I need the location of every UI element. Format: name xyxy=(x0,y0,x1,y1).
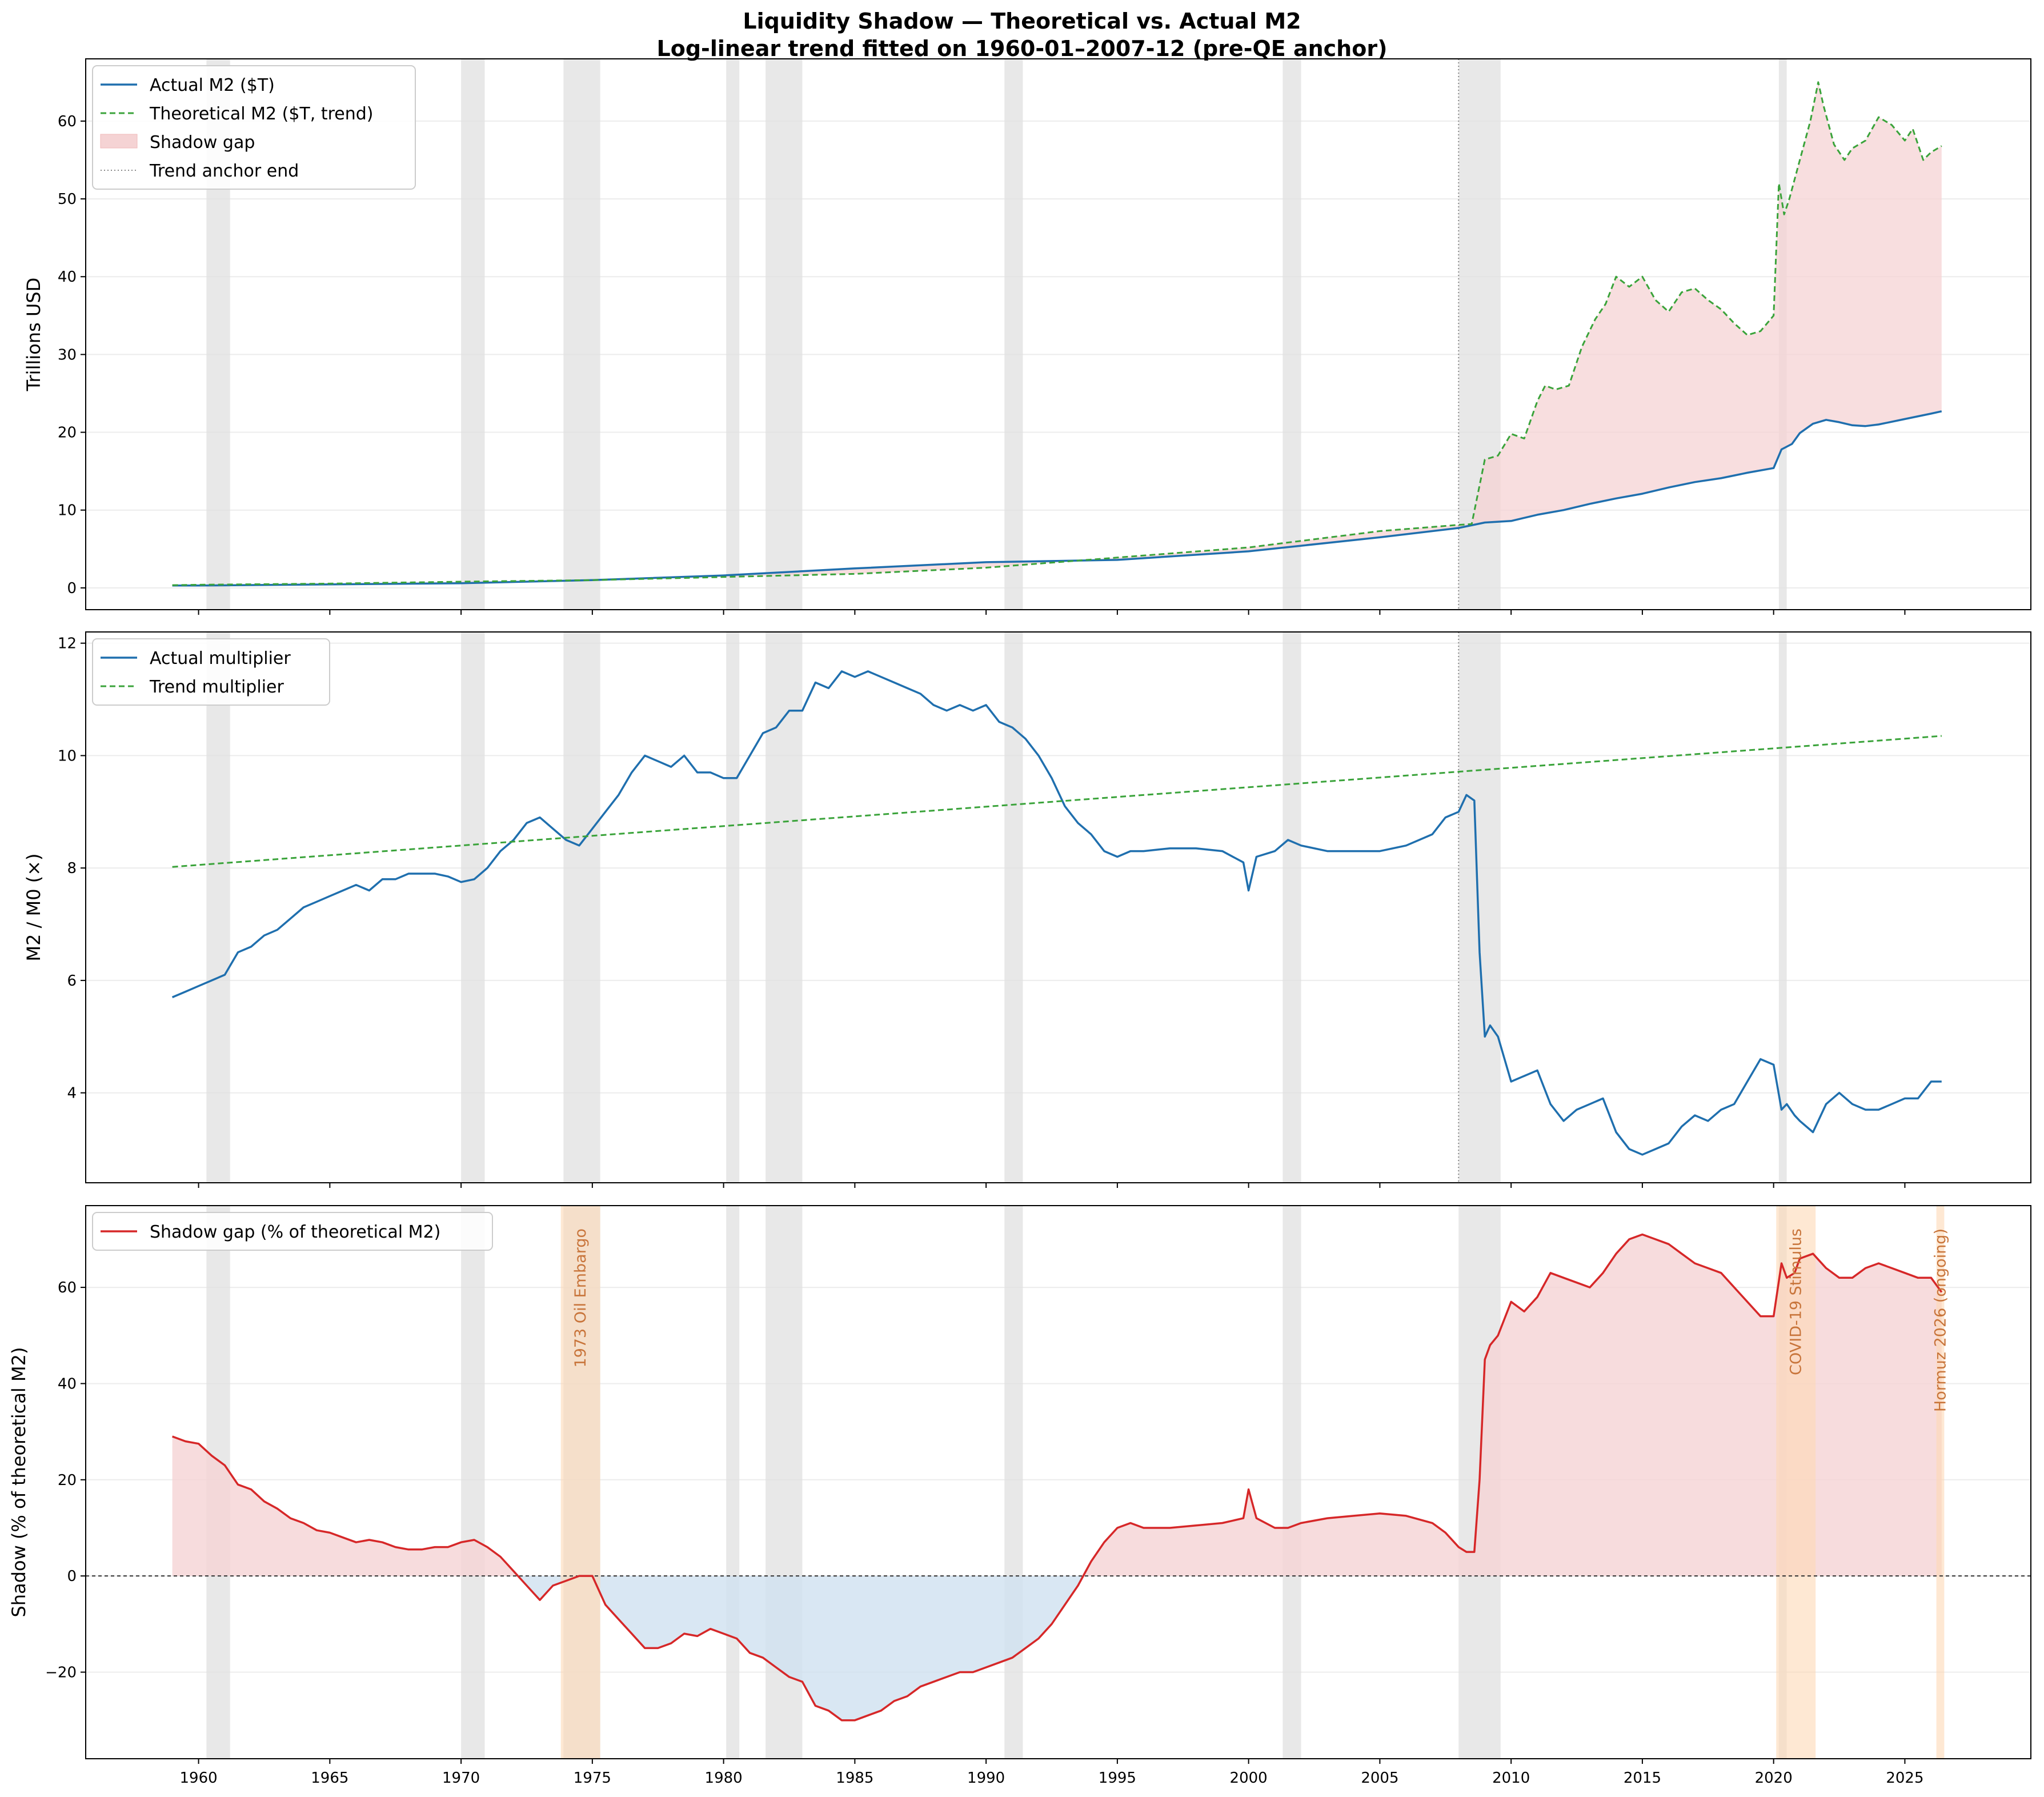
x-tick-label: 1960 xyxy=(180,1770,218,1787)
recession-band xyxy=(1458,632,1501,1183)
recession-band xyxy=(1282,632,1301,1183)
recession-band xyxy=(1004,59,1023,610)
y-tick-label: 0 xyxy=(67,1568,77,1585)
plot-area xyxy=(86,1206,2031,1759)
shadow-positive-area xyxy=(172,1234,1942,1576)
recession-band xyxy=(726,1206,740,1759)
y-tick-label: 4 xyxy=(67,1085,77,1102)
event-label: 1973 Oil Embargo xyxy=(572,1228,590,1367)
panel-m2-levels: 0 10 20 30 40 50 60 Trillions USD Actual M2 ($T)… xyxy=(23,58,2031,615)
y-tick-label: 10 xyxy=(58,747,77,765)
recession-band xyxy=(766,59,803,610)
x-tick-label: 2020 xyxy=(1755,1770,1793,1787)
y-axis-label: M2 / M0 (×) xyxy=(23,853,45,961)
x-tick-label: 1965 xyxy=(311,1770,348,1787)
axes-frame xyxy=(85,631,2031,1183)
y-tick-label: −20 xyxy=(45,1664,77,1681)
plot-area xyxy=(86,632,2031,1183)
recession-band xyxy=(1778,632,1787,1183)
y-tick-label: 6 xyxy=(67,972,77,990)
y-axis-label: Trillions USD xyxy=(23,278,45,392)
y-tick-label: 30 xyxy=(58,346,77,363)
recession-band xyxy=(1282,59,1301,610)
x-tick-label: 1980 xyxy=(705,1770,743,1787)
recession-band xyxy=(563,59,600,610)
x-tick-label: 2005 xyxy=(1361,1770,1398,1787)
recession-band xyxy=(461,59,485,610)
shadow-negative-area xyxy=(172,1576,1942,1720)
legend-box xyxy=(92,1212,493,1251)
x-tick-label: 2000 xyxy=(1230,1770,1268,1787)
legend-label: Shadow gap xyxy=(150,133,255,153)
y-tick-label: 12 xyxy=(58,635,77,653)
y-tick-label: 40 xyxy=(58,269,77,286)
y-axis-label: Shadow (% of theoretical M2) xyxy=(8,1347,30,1618)
legend-label: Actual M2 ($T) xyxy=(150,75,275,95)
recession-band xyxy=(1004,1206,1023,1759)
plot-area xyxy=(86,59,2031,610)
chart-title: Liquidity Shadow — Theoretical vs. Actua… xyxy=(743,9,1301,34)
y-tick-label: 60 xyxy=(58,113,77,130)
legend-label: Shadow gap (% of theoretical M2) xyxy=(150,1222,440,1242)
legend-label: Actual multiplier xyxy=(150,649,291,669)
y-tick-label: 10 xyxy=(58,502,77,519)
x-tick-label: 2015 xyxy=(1624,1770,1661,1787)
legend: Shadow gap (% of theoretical M2) xyxy=(92,1212,493,1251)
event-band xyxy=(1936,1206,1945,1759)
recession-band xyxy=(726,632,740,1183)
series-line-1 xyxy=(172,81,1942,586)
recession-band xyxy=(1004,632,1023,1183)
legend-box xyxy=(92,638,330,706)
series-line-0 xyxy=(171,1233,1943,1722)
y-tick-label: 40 xyxy=(58,1375,77,1392)
recession-band xyxy=(766,632,803,1183)
series-line-1 xyxy=(172,735,1942,868)
series-line-0 xyxy=(172,410,1942,587)
recession-band xyxy=(206,632,230,1183)
legend: Actual multiplier Trend multiplier xyxy=(92,638,330,706)
panel-shadow-gap: 1973 Oil Embargo COVID-19 Stimulus Hormuz … xyxy=(8,1205,2031,1787)
legend-swatch xyxy=(100,134,138,149)
recession-band xyxy=(563,632,600,1183)
x-tick-label: 2010 xyxy=(1492,1770,1530,1787)
event-band xyxy=(560,1206,600,1759)
series-line-0 xyxy=(171,670,1942,1156)
x-tick-label: 1995 xyxy=(1099,1770,1136,1787)
y-tick-label: 20 xyxy=(58,425,77,442)
event-label: Hormuz 2026 (ongoing) xyxy=(1931,1228,1949,1412)
y-tick-label: 8 xyxy=(67,860,77,877)
recession-band xyxy=(461,632,485,1183)
x-tick-label: 1975 xyxy=(574,1770,611,1787)
recession-band xyxy=(726,59,740,610)
legend-label: Trend anchor end xyxy=(149,161,299,181)
legend-label: Trend multiplier xyxy=(149,677,284,697)
legend: Actual M2 ($T) Theoretical M2 ($T, trend)… xyxy=(92,65,416,190)
event-band xyxy=(1776,1206,1816,1759)
x-tick-label: 1985 xyxy=(836,1770,873,1787)
y-tick-label: 50 xyxy=(58,191,77,208)
panel-multiplier: 4 6 8 10 12 M2 / M0 (×) Actual multiplier Trend… xyxy=(23,631,2031,1188)
y-tick-label: 0 xyxy=(67,580,77,597)
y-tick-label: 60 xyxy=(58,1279,77,1296)
legend-box xyxy=(92,65,416,190)
shadow-gap-area xyxy=(172,82,1942,586)
axes-frame xyxy=(85,1205,2031,1759)
axes-frame xyxy=(85,58,2031,610)
x-tick-label: 1990 xyxy=(967,1770,1005,1787)
legend-label: Theoretical M2 ($T, trend) xyxy=(149,104,373,124)
x-tick-label: 1970 xyxy=(442,1770,480,1787)
chart-subtitle: Log-linear trend fitted on 1960-01–2007-… xyxy=(657,36,1388,61)
event-label: COVID-19 Stimulus xyxy=(1788,1228,1805,1375)
recession-band xyxy=(461,1206,485,1759)
y-tick-label: 20 xyxy=(58,1472,77,1489)
recession-band xyxy=(1282,1206,1301,1759)
x-tick-label: 2025 xyxy=(1886,1770,1923,1787)
